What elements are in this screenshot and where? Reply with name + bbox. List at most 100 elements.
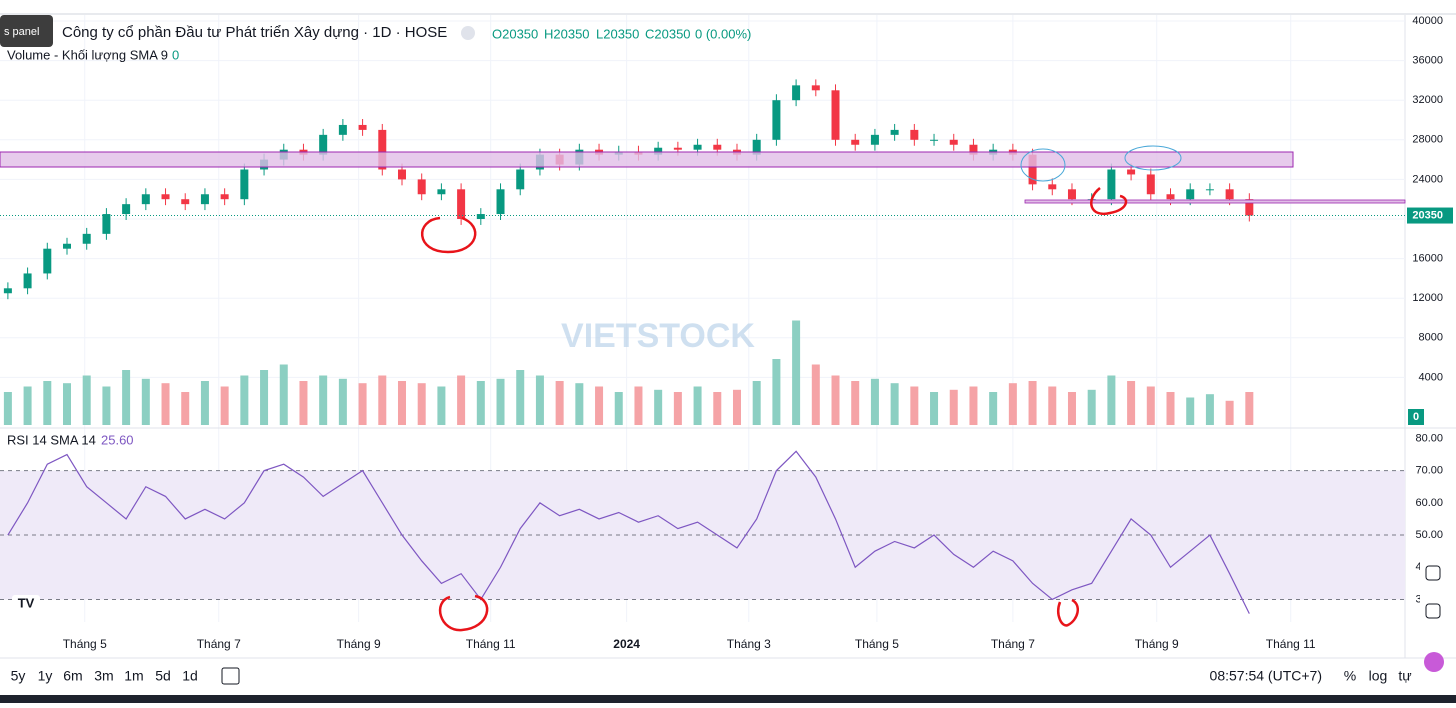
rsi-line bbox=[7, 450, 1250, 614]
option[interactable]: log bbox=[1369, 668, 1388, 684]
candle-body bbox=[1166, 194, 1175, 200]
x-tick-label: Tháng 9 bbox=[337, 637, 381, 651]
change: 0 (0.00%) bbox=[695, 26, 751, 41]
symbol-title: Công ty cổ phần Đầu tư Phát triển Xây dự… bbox=[62, 24, 447, 41]
range-button[interactable]: 1d bbox=[182, 668, 198, 684]
candle-body bbox=[831, 90, 840, 140]
range-button[interactable]: 6m bbox=[63, 668, 82, 684]
volume-bar bbox=[260, 370, 269, 425]
volume-bar bbox=[851, 381, 860, 425]
drawing bbox=[1057, 598, 1080, 627]
candle-body bbox=[890, 129, 899, 135]
candle-body bbox=[378, 129, 387, 170]
candle-body bbox=[141, 194, 150, 205]
drawing bbox=[1090, 187, 1128, 216]
x-tick-label: 2024 bbox=[613, 637, 640, 651]
y-tick-label: 8000 bbox=[1419, 332, 1443, 344]
volume-bar bbox=[1225, 400, 1234, 425]
volume-bar bbox=[1166, 392, 1175, 425]
volume-bar bbox=[3, 392, 12, 425]
x-tick-label: Tháng 5 bbox=[855, 637, 899, 651]
volume-bar bbox=[516, 370, 525, 425]
volume-bar bbox=[732, 389, 741, 425]
candle-body bbox=[358, 124, 367, 130]
candle-body bbox=[319, 134, 328, 155]
volume-bar bbox=[338, 378, 347, 425]
candle-body bbox=[673, 147, 682, 150]
side-icons bbox=[1420, 560, 1448, 650]
candle-body bbox=[930, 139, 939, 141]
y-tick-label: 40000 bbox=[1412, 15, 1443, 27]
volume-bar bbox=[1067, 392, 1076, 425]
volume-bar bbox=[713, 392, 722, 425]
candle-body bbox=[713, 144, 722, 150]
range-button[interactable]: 1y bbox=[38, 668, 53, 684]
range-button[interactable]: 3m bbox=[94, 668, 113, 684]
drawing bbox=[1020, 148, 1066, 182]
volume-bar bbox=[141, 378, 150, 425]
candle-body bbox=[1225, 189, 1234, 200]
range-button[interactable]: 5y bbox=[11, 668, 26, 684]
volume-bar bbox=[358, 383, 367, 425]
option[interactable]: tự bbox=[1398, 668, 1411, 684]
volume-value: 0 bbox=[172, 47, 179, 62]
volume-legend: Volume - Khối lượng SMA 9 bbox=[7, 47, 168, 62]
candle-body bbox=[969, 144, 978, 155]
volume-bar bbox=[811, 364, 820, 425]
logo bbox=[12, 595, 40, 613]
candle-body bbox=[516, 169, 525, 190]
volume-bar bbox=[614, 392, 623, 425]
volume-bar bbox=[181, 392, 190, 425]
candle-body bbox=[1107, 169, 1116, 200]
volume-bar bbox=[1107, 375, 1116, 425]
option[interactable]: % bbox=[1344, 668, 1356, 684]
x-tick-label: Tháng 11 bbox=[1266, 637, 1316, 651]
icon[interactable] bbox=[1424, 652, 1444, 672]
candle-body bbox=[792, 85, 801, 101]
candle-body bbox=[240, 169, 249, 200]
volume-bar bbox=[200, 381, 209, 425]
last-price-box bbox=[1407, 207, 1453, 224]
volume-bar bbox=[43, 381, 52, 425]
zone bbox=[0, 151, 1294, 168]
range-button[interactable]: 5d bbox=[155, 668, 171, 684]
volume-bar bbox=[792, 320, 801, 425]
volume-bar bbox=[102, 386, 111, 425]
icon[interactable] bbox=[1425, 565, 1441, 581]
clock: 08:57:54 (UTC+7) bbox=[1210, 668, 1322, 684]
volume-bar bbox=[397, 381, 406, 425]
x-tick-label: Tháng 3 bbox=[727, 637, 771, 651]
volume-bar bbox=[989, 392, 998, 425]
volume-bar bbox=[949, 389, 958, 425]
volume-bar bbox=[23, 386, 32, 425]
range-button[interactable]: 1m bbox=[124, 668, 143, 684]
last-price-label: 20350 bbox=[1412, 209, 1443, 221]
candle-body bbox=[752, 139, 761, 155]
volume-bar bbox=[673, 392, 682, 425]
volume-bar bbox=[417, 383, 426, 425]
volume-bar bbox=[910, 386, 919, 425]
candle-body bbox=[3, 288, 12, 294]
calendar-icon[interactable] bbox=[221, 667, 240, 685]
volume-bar bbox=[1205, 394, 1214, 425]
volume-bar bbox=[457, 375, 466, 425]
candle-body bbox=[949, 139, 958, 145]
x-tick-label: Tháng 5 bbox=[63, 637, 107, 651]
drawing bbox=[1124, 145, 1182, 171]
candle-body bbox=[811, 85, 820, 91]
watermark: VIETSTOCK bbox=[561, 317, 755, 355]
volume-bar bbox=[1146, 386, 1155, 425]
candle-body bbox=[181, 199, 190, 205]
candle-body bbox=[772, 100, 781, 140]
volume-bar bbox=[1127, 381, 1136, 425]
button[interactable] bbox=[461, 26, 475, 40]
candle-body bbox=[1127, 169, 1136, 175]
rsi-legend: RSI 14 SMA 14 bbox=[7, 432, 96, 447]
candle-body bbox=[1067, 189, 1076, 200]
volume-bar bbox=[535, 375, 544, 425]
drawing bbox=[421, 216, 477, 254]
y-tick-label: 60.00 bbox=[1415, 497, 1443, 509]
y-tick-label: 12000 bbox=[1412, 292, 1443, 304]
volume-bar bbox=[319, 375, 328, 425]
icon[interactable] bbox=[1425, 603, 1441, 619]
